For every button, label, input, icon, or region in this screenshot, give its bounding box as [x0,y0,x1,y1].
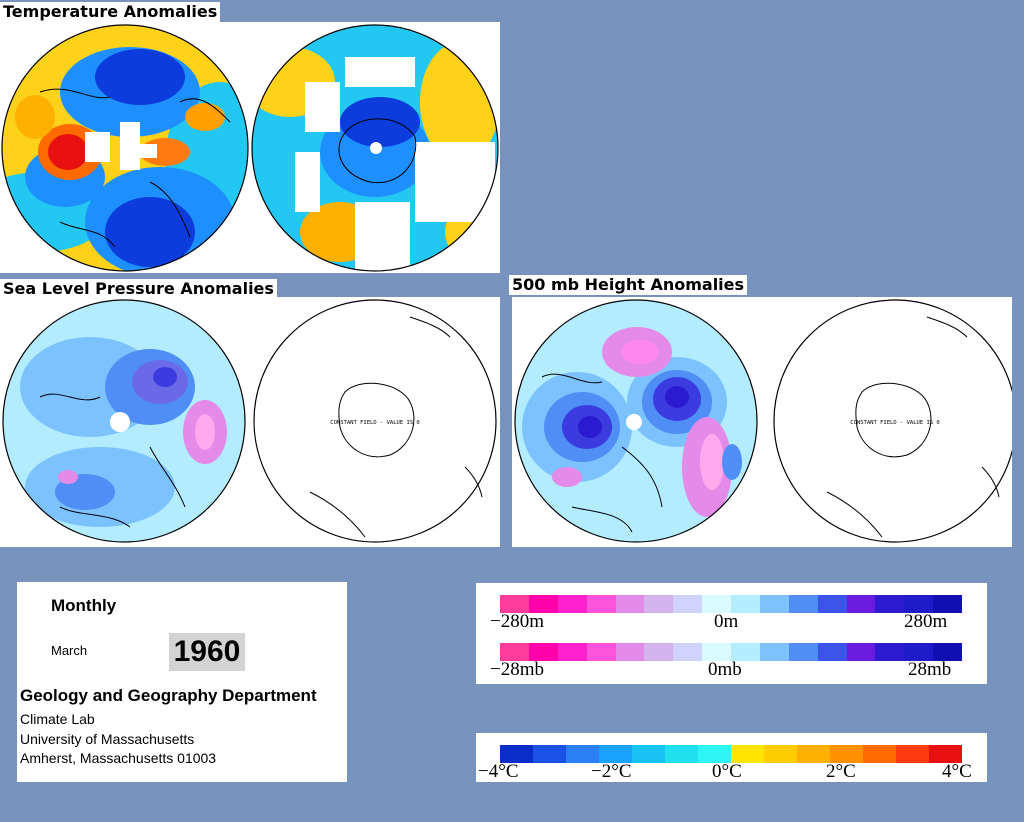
temp-label-minus4: −4°C [478,761,519,782]
temp-label-zero: 0°C [712,761,742,782]
temperature-map-northern-hemisphere [1,24,249,272]
temperature-map-southern-hemisphere [251,24,499,272]
pressure-scale-mid-label: 0mb [708,659,742,680]
pressure-scale-swatch [644,643,674,661]
slp-maps-panel: CONSTANT FIELD - VALUE IS 0 [0,297,500,547]
height-scale-swatch [528,595,558,613]
height-scale-swatch [702,595,731,613]
height-scale-swatch [759,595,789,613]
university-name: University of Massachusetts [20,731,195,747]
height-scale-swatch [500,595,529,613]
height500-maps-panel: CONSTANT FIELD - VALUE IS 0 [512,297,1012,547]
temp-label-plus2: 2°C [826,761,856,782]
height-scale-max-label: 280m [904,611,948,632]
temperature-anomalies-title: Temperature Anomalies [0,2,221,22]
height-scale-swatch [673,595,703,613]
pressure-scale-swatch [615,643,645,661]
temperature-scale-swatch [698,745,731,763]
height-scale-min-label: −280m [490,611,544,632]
height-scale-swatch [788,595,818,613]
temperature-scale-swatch [863,745,896,763]
height500-map-northern-hemisphere [514,299,758,543]
pressure-scale-swatch [904,643,934,661]
pressure-scale-swatch [673,643,703,661]
address-line: Amherst, Massachusetts 01003 [20,750,217,766]
temperature-scale-swatch [764,745,797,763]
height-scale-mid-label: 0m [714,611,739,632]
height-scale-swatch [644,595,674,613]
slp-map-northern-hemisphere [2,299,246,543]
pressure-scale-min-label: −28mb [490,659,544,680]
temperature-scale-swatch [731,745,764,763]
month-label: March [51,643,88,658]
temperature-scale-swatch [830,745,863,763]
height-pressure-legend: −280m 0m 280m −28mb 0mb 28mb [476,583,987,684]
height-scale-swatch [933,595,962,613]
temperature-scale-swatch [896,745,929,763]
slp-map-southern-hemisphere: CONSTANT FIELD - VALUE IS 0 [253,299,497,543]
pressure-scale-swatch [846,643,876,661]
temperature-scale-swatch [797,745,830,763]
pressure-scale-swatch [817,643,847,661]
height500-anomalies-title: 500 mb Height Anomalies [509,275,748,295]
height500-map-southern-hemisphere: CONSTANT FIELD - VALUE IS 0 [773,299,1012,543]
temperature-scale-swatch [533,745,566,763]
pressure-color-scale [500,643,962,661]
temperature-scale-swatch [632,745,665,763]
pressure-scale-swatch [731,643,760,661]
height-scale-swatch [557,595,587,613]
temperature-scale-swatch [566,745,599,763]
pressure-scale-swatch [586,643,616,661]
height-scale-swatch [615,595,645,613]
temperature-scale-swatch [929,745,962,763]
pressure-scale-swatch [528,643,558,661]
height-scale-swatch [875,595,905,613]
lab-name: Climate Lab [20,711,95,727]
temperature-color-scale [500,745,962,763]
temperature-scale-swatch [599,745,632,763]
height-color-scale [500,595,962,613]
temp-label-minus2: −2°C [591,761,632,782]
pressure-scale-swatch [875,643,905,661]
temperature-scale-swatch [665,745,698,763]
pressure-scale-swatch [788,643,818,661]
pressure-scale-max-label: 28mb [908,659,952,680]
department-name: Geology and Geography Department [20,686,317,705]
pressure-scale-swatch [702,643,731,661]
height-scale-swatch [586,595,616,613]
height-scale-swatch [846,595,876,613]
pressure-scale-swatch [759,643,789,661]
frequency-label: Monthly [51,596,117,615]
temperature-maps-panel [0,22,500,273]
height-scale-swatch [817,595,847,613]
temperature-legend: −4°C −2°C 0°C 2°C 4°C [476,733,987,782]
temperature-scale-swatch [500,745,533,763]
temp-label-plus4: 4°C [942,761,972,782]
height500-constant-field-note: CONSTANT FIELD - VALUE IS 0 [850,420,939,426]
pressure-scale-swatch [500,643,529,661]
height-scale-swatch [904,595,934,613]
year-label: 1960 [169,633,245,671]
slp-constant-field-note: CONSTANT FIELD - VALUE IS 0 [330,420,419,426]
pressure-scale-swatch [933,643,962,661]
pressure-scale-swatch [557,643,587,661]
info-box: Monthly March 1960 Geology and Geography… [17,582,347,782]
height-scale-swatch [731,595,760,613]
slp-anomalies-title: Sea Level Pressure Anomalies [0,279,277,299]
